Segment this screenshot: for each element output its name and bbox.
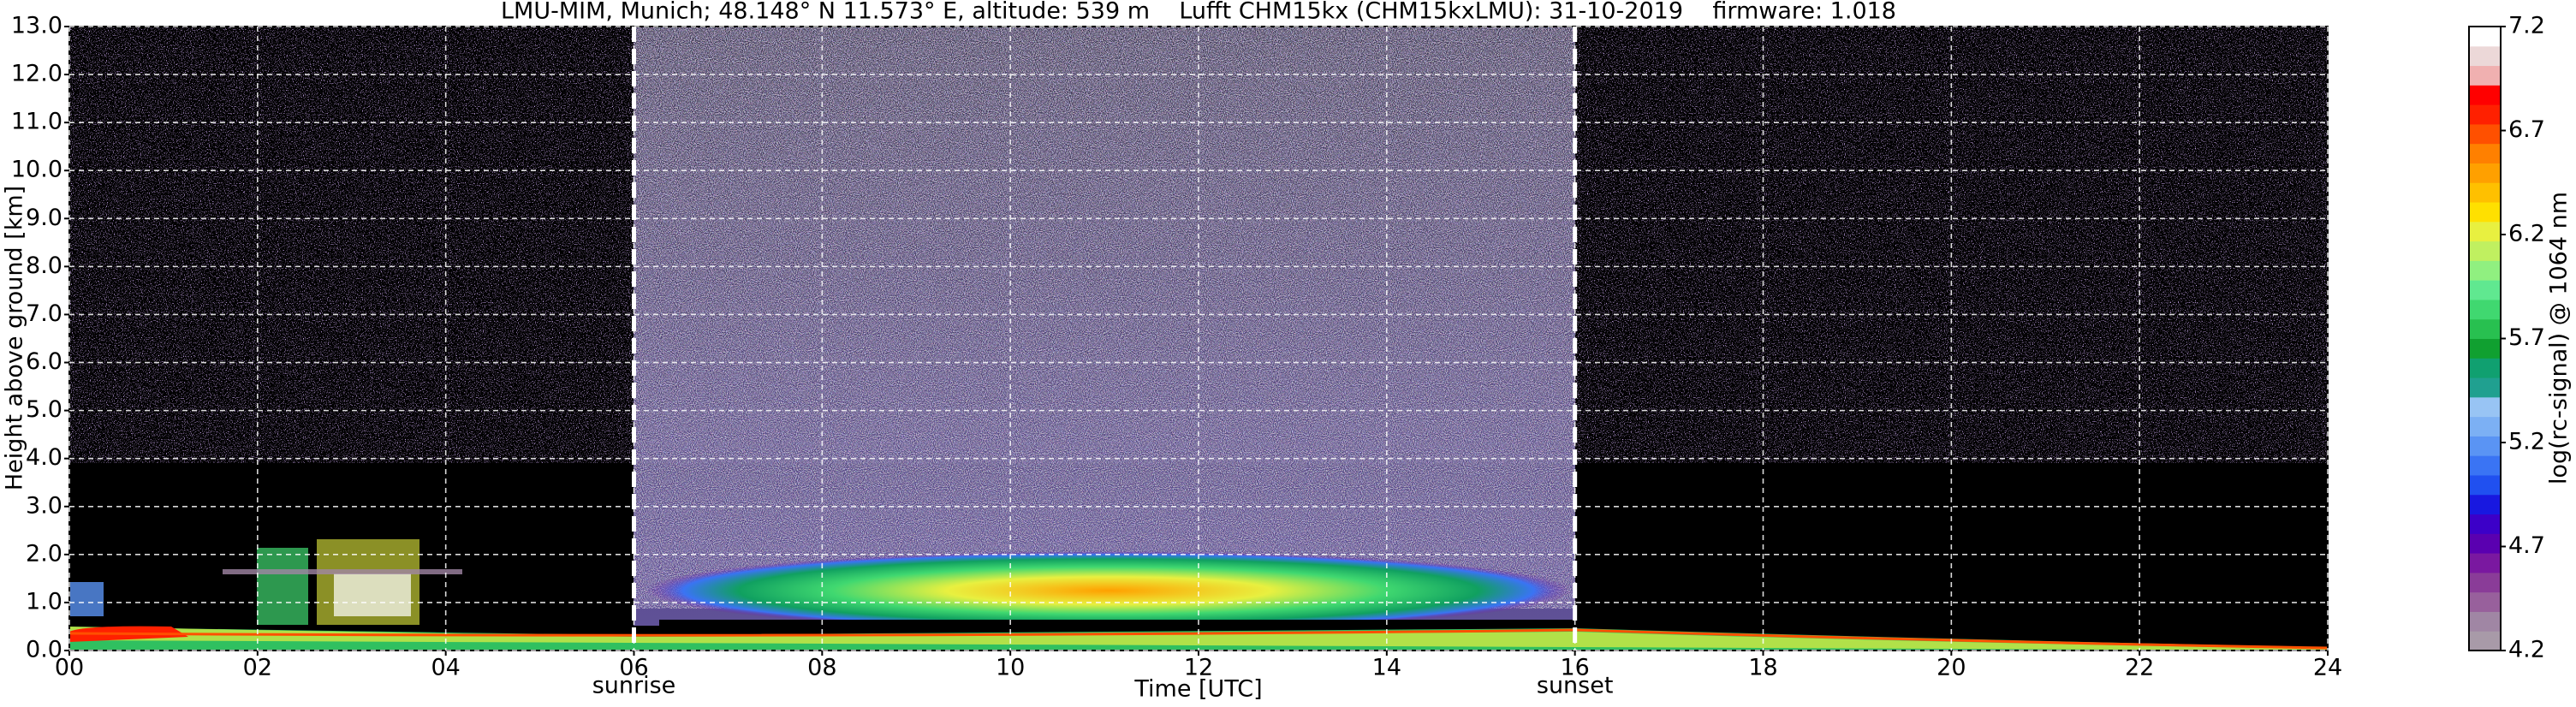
colorbar-band	[2469, 514, 2501, 534]
colorbar-band	[2469, 65, 2501, 86]
colorbar-band	[2469, 455, 2501, 476]
y-tick-label: 10.0	[11, 157, 62, 183]
y-axis-label: Height above ground [km]	[2, 186, 28, 490]
y-tick-label: 13.0	[11, 13, 62, 39]
colorbar-band	[2469, 474, 2501, 496]
colorbar-band	[2469, 163, 2501, 183]
colorbar-band	[2469, 572, 2501, 593]
y-tick-label: 7.0	[26, 300, 62, 327]
y-tick-label: 3.0	[26, 492, 62, 519]
colorbar-band	[2469, 591, 2501, 612]
colorbar-band	[2469, 123, 2501, 145]
colorbar-band	[2469, 104, 2501, 125]
colorbar-band	[2469, 27, 2501, 47]
colorbar-band	[2469, 358, 2501, 378]
y-tick-label: 11.0	[11, 109, 62, 135]
y-tick-label: 0.0	[26, 637, 62, 663]
colorbar-tick-label: 6.7	[2508, 116, 2545, 143]
colorbar-band	[2469, 221, 2501, 242]
colorbar-tick-label: 4.7	[2508, 532, 2545, 559]
colorbar-band	[2469, 631, 2501, 651]
annotation-label: sunset	[1537, 673, 1614, 699]
colorbar-tick-label: 5.2	[2508, 429, 2545, 455]
x-tick-label: 20	[1936, 655, 1966, 681]
x-tick-label: 02	[243, 655, 272, 681]
colorbar-band	[2469, 241, 2501, 261]
colorbar-band	[2469, 377, 2501, 398]
colorbar-tick-label: 4.2	[2508, 637, 2545, 663]
colorbar-label: log(rc-signal) @ 1064 nm	[2546, 192, 2573, 484]
colorbar-band	[2469, 45, 2501, 67]
y-tick-label: 8.0	[26, 253, 62, 279]
chart-title: LMU-MIM, Munich; 48.148° N 11.573° E, al…	[501, 0, 1896, 25]
x-tick-label: 18	[1748, 655, 1777, 681]
y-tick-label: 2.0	[26, 540, 62, 567]
colorbar-tick-label: 5.7	[2508, 324, 2545, 351]
colorbar-band	[2469, 533, 2501, 554]
colorbar-band	[2469, 202, 2501, 223]
x-tick-label: 24	[2313, 655, 2342, 681]
colorbar-band	[2469, 143, 2501, 163]
colorbar-band	[2469, 260, 2501, 281]
colorbar-band	[2469, 280, 2501, 300]
x-tick-label: 00	[55, 655, 84, 681]
y-tick-label: 5.0	[26, 396, 62, 423]
colorbar-band	[2469, 494, 2501, 515]
annotation-label: sunrise	[592, 673, 676, 699]
x-tick-label: 12	[1184, 655, 1213, 681]
x-tick-label: 10	[996, 655, 1025, 681]
colorbar-band	[2469, 299, 2501, 320]
x-tick-label: 04	[431, 655, 460, 681]
y-tick-label: 4.0	[26, 444, 62, 471]
x-axis-label: Time [UTC]	[1133, 676, 1262, 703]
colorbar-tick-label: 6.2	[2508, 221, 2545, 247]
x-tick-label: 06	[619, 655, 648, 681]
y-tick-label: 12.0	[11, 61, 62, 87]
x-tick-label: 22	[2125, 655, 2154, 681]
colorbar-band	[2469, 396, 2501, 418]
colorbar-tick-label: 7.2	[2508, 13, 2545, 39]
x-tick-label: 08	[807, 655, 836, 681]
y-tick-label: 1.0	[26, 588, 62, 615]
x-tick-label: 14	[1372, 655, 1401, 681]
x-tick-label: 16	[1560, 655, 1589, 681]
colorbar-band	[2469, 611, 2501, 632]
y-tick-label: 9.0	[26, 205, 62, 231]
colorbar-band	[2469, 416, 2501, 437]
y-tick-label: 6.0	[26, 348, 62, 375]
colorbar-band	[2469, 182, 2501, 203]
colorbar-band	[2469, 85, 2501, 105]
colorbar-band	[2469, 436, 2501, 456]
colorbar-band	[2469, 553, 2501, 573]
colorbar-band	[2469, 318, 2501, 339]
colorbar-band	[2469, 338, 2501, 359]
